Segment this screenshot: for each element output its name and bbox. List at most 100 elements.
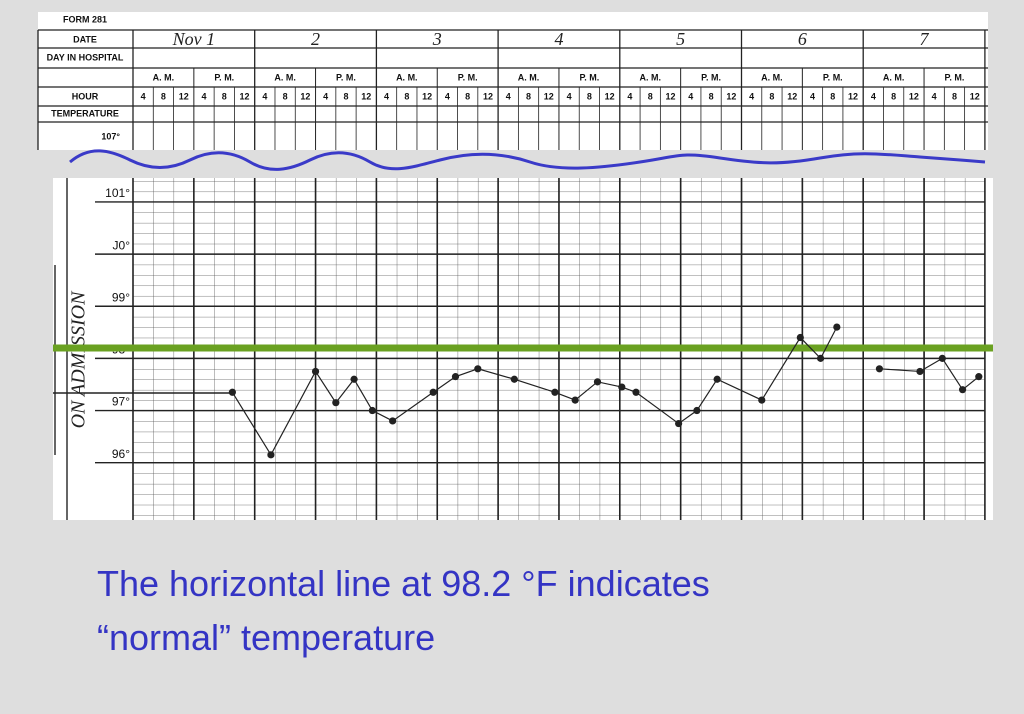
hour: 8 bbox=[404, 91, 409, 101]
temperature-point bbox=[368, 406, 376, 415]
date: 2 bbox=[311, 29, 320, 49]
temperature-point bbox=[916, 367, 924, 376]
hour: 12 bbox=[909, 91, 919, 101]
temperature-point bbox=[429, 388, 437, 396]
hour: 4 bbox=[201, 91, 206, 101]
period: A. M. bbox=[153, 72, 175, 82]
hour: 12 bbox=[544, 91, 554, 101]
period: A. M. bbox=[396, 72, 418, 82]
temperature-point bbox=[474, 365, 482, 373]
hour: 12 bbox=[848, 91, 858, 101]
hour: 12 bbox=[300, 91, 310, 101]
hour: 8 bbox=[465, 91, 470, 101]
y-tick-label: 99° bbox=[112, 290, 130, 304]
hour: 8 bbox=[709, 91, 714, 101]
temperature-point bbox=[938, 354, 946, 362]
hour: 8 bbox=[526, 91, 531, 101]
temperature-point bbox=[958, 386, 967, 394]
hour: 4 bbox=[627, 91, 632, 101]
hour: 4 bbox=[932, 91, 937, 101]
hour: 12 bbox=[970, 91, 980, 101]
hour: 8 bbox=[283, 91, 288, 101]
row-label: DATE bbox=[73, 34, 97, 44]
temperature-point bbox=[571, 396, 579, 404]
form-header bbox=[38, 12, 988, 150]
hour: 8 bbox=[891, 91, 896, 101]
hour: 4 bbox=[688, 91, 693, 101]
hour: 4 bbox=[506, 91, 511, 101]
caption: “normal” temperature bbox=[97, 617, 435, 658]
annotation: ON ADMISSION bbox=[68, 290, 90, 429]
temperature-point bbox=[510, 375, 518, 383]
date: 4 bbox=[554, 29, 563, 49]
period: A. M. bbox=[761, 72, 783, 82]
hour: 8 bbox=[161, 91, 166, 101]
hour: 12 bbox=[422, 91, 432, 101]
plot: 96°97°98°99°J0°101° bbox=[53, 178, 993, 520]
date: Nov 1 bbox=[172, 29, 216, 49]
hour: 8 bbox=[648, 91, 653, 101]
y-tick-label: 96° bbox=[112, 447, 130, 461]
temperature-point bbox=[632, 388, 640, 396]
date: 7 bbox=[920, 29, 930, 49]
temperature-point bbox=[618, 383, 626, 391]
period: P. M. bbox=[701, 72, 721, 82]
hour: 12 bbox=[787, 91, 797, 101]
row-label: HOUR bbox=[72, 91, 99, 101]
temperature-point bbox=[389, 417, 397, 425]
temperature-point bbox=[758, 396, 766, 404]
period: A. M. bbox=[883, 72, 905, 82]
period: P. M. bbox=[945, 72, 965, 82]
temperature-point bbox=[833, 323, 841, 331]
hour: 12 bbox=[726, 91, 736, 101]
period: P. M. bbox=[336, 72, 356, 82]
date: 6 bbox=[798, 29, 807, 49]
period: P. M. bbox=[579, 72, 599, 82]
hour: 12 bbox=[605, 91, 615, 101]
period: P. M. bbox=[214, 72, 234, 82]
temperature-point bbox=[332, 399, 340, 407]
temperature-point bbox=[228, 388, 236, 396]
temperature-point bbox=[311, 367, 320, 376]
row-label: 107° bbox=[101, 131, 120, 141]
temperature-point bbox=[267, 451, 275, 459]
hour: 8 bbox=[830, 91, 835, 101]
temperature-point bbox=[675, 419, 683, 428]
temperature-point bbox=[451, 373, 460, 381]
period: P. M. bbox=[823, 72, 843, 82]
y-tick-label: 101° bbox=[105, 186, 130, 200]
header-grid: FORM 281 DATE DAY IN HOSPITAL HOUR TEMPERATU… bbox=[37, 14, 988, 150]
period: A. M. bbox=[274, 72, 296, 82]
date: 3 bbox=[432, 29, 442, 49]
hour: 4 bbox=[384, 91, 389, 101]
y-tick-label: J0° bbox=[113, 238, 131, 252]
hour: 8 bbox=[343, 91, 348, 101]
period: P. M. bbox=[458, 72, 478, 82]
date: 5 bbox=[676, 29, 685, 49]
hour: 12 bbox=[240, 91, 250, 101]
form-number: FORM 281 bbox=[63, 14, 107, 24]
temperature-point bbox=[693, 406, 701, 415]
hour: 4 bbox=[871, 91, 876, 101]
hour: 12 bbox=[483, 91, 493, 101]
temperature-point bbox=[551, 388, 559, 396]
temperature-point bbox=[713, 375, 721, 383]
row-label: DAY IN HOSPITAL bbox=[47, 52, 124, 62]
temperature-point bbox=[350, 375, 358, 383]
hour: 4 bbox=[445, 91, 450, 101]
hour: 8 bbox=[769, 91, 774, 101]
break-line bbox=[69, 149, 986, 171]
period: A. M. bbox=[518, 72, 540, 82]
hour: 4 bbox=[749, 91, 754, 101]
row-label: TEMPERATURE bbox=[51, 108, 119, 118]
hour: 8 bbox=[222, 91, 227, 101]
hour: 4 bbox=[323, 91, 328, 101]
temperature-point bbox=[796, 333, 804, 342]
hour: 12 bbox=[361, 91, 371, 101]
caption: The horizontal line at 98.2 °F indicates bbox=[97, 563, 710, 604]
hour: 4 bbox=[141, 91, 146, 101]
temperature-point bbox=[875, 365, 884, 373]
hour: 12 bbox=[179, 91, 189, 101]
period: A. M. bbox=[639, 72, 661, 82]
